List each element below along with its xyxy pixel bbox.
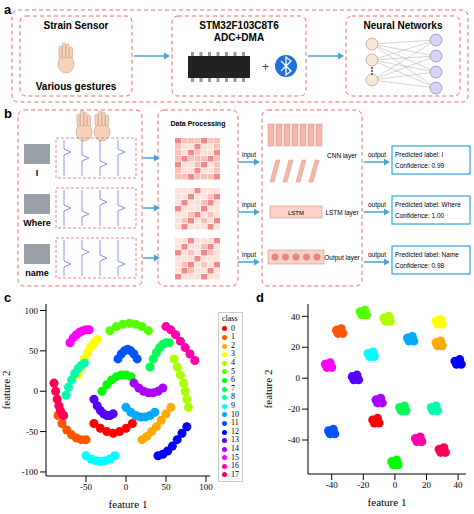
svg-text:40: 40 bbox=[291, 312, 301, 322]
svg-text:LSTM: LSTM bbox=[288, 210, 304, 216]
svg-text:0: 0 bbox=[124, 482, 129, 492]
html-text:7: 7 bbox=[231, 383, 235, 393]
svg-text:Predicted label: Name: Predicted label: Name bbox=[395, 251, 459, 258]
svg-text:100: 100 bbox=[25, 306, 39, 316]
svg-text:Various gestures: Various gestures bbox=[36, 81, 117, 92]
html-text:17: 17 bbox=[231, 469, 239, 479]
svg-text:input: input bbox=[242, 201, 256, 209]
svg-text:name: name bbox=[25, 268, 49, 278]
html-text:15: 15 bbox=[231, 452, 239, 462]
html-text:8: 8 bbox=[231, 392, 235, 402]
html-text:12: 12 bbox=[231, 426, 239, 436]
svg-text:100: 100 bbox=[199, 482, 213, 492]
svg-text:Strain Sensor: Strain Sensor bbox=[43, 20, 108, 31]
svg-text:Confidence: 1.00: Confidence: 1.00 bbox=[395, 212, 445, 219]
svg-text:40: 40 bbox=[454, 480, 464, 490]
svg-text:output: output bbox=[368, 151, 386, 159]
svg-text:0: 0 bbox=[34, 386, 39, 396]
html-text:10: 10 bbox=[231, 409, 239, 419]
html-text:9: 9 bbox=[231, 400, 235, 410]
svg-text:I: I bbox=[36, 168, 39, 178]
svg-text:Predicted label: Where: Predicted label: Where bbox=[395, 201, 461, 208]
svg-text:-40: -40 bbox=[288, 435, 300, 445]
svg-text:input: input bbox=[242, 151, 256, 159]
html-text:1: 1 bbox=[231, 332, 235, 342]
svg-text:feature 2: feature 2 bbox=[262, 370, 274, 409]
html-text:13: 13 bbox=[231, 435, 239, 445]
svg-text:Neural Networks: Neural Networks bbox=[364, 20, 443, 31]
svg-text:-100: -100 bbox=[22, 467, 39, 477]
svg-text:feature 1: feature 1 bbox=[368, 496, 407, 508]
html-text:4: 4 bbox=[231, 358, 235, 367]
html-text:class: class bbox=[222, 314, 238, 323]
svg-text:20: 20 bbox=[291, 342, 301, 352]
html-text:5: 5 bbox=[231, 366, 235, 376]
html-text:14: 14 bbox=[231, 443, 239, 453]
svg-text:-50: -50 bbox=[26, 427, 38, 437]
svg-text:20: 20 bbox=[422, 480, 432, 490]
svg-text:0: 0 bbox=[393, 480, 398, 490]
html-text:11: 11 bbox=[231, 418, 239, 428]
svg-text:Data Processing: Data Processing bbox=[171, 120, 226, 128]
svg-text:50: 50 bbox=[29, 346, 39, 356]
html-text:0: 0 bbox=[231, 323, 235, 333]
html-text:3: 3 bbox=[231, 349, 235, 359]
svg-text:-20: -20 bbox=[357, 480, 369, 490]
svg-text:ADC+DMA: ADC+DMA bbox=[214, 32, 264, 43]
html-text:16: 16 bbox=[231, 461, 239, 471]
svg-text:feature 2: feature 2 bbox=[8, 371, 12, 410]
html-text:6: 6 bbox=[231, 375, 235, 385]
svg-text:Predicted label: I: Predicted label: I bbox=[395, 151, 444, 158]
svg-text:feature 1: feature 1 bbox=[109, 498, 148, 510]
svg-text:Confidence: 0.99: Confidence: 0.99 bbox=[395, 162, 445, 169]
html-text:2: 2 bbox=[231, 340, 235, 350]
svg-text:Where: Where bbox=[23, 218, 51, 228]
svg-text:CNN layer: CNN layer bbox=[327, 152, 358, 160]
svg-text:-50: -50 bbox=[80, 482, 92, 492]
svg-text:a: a bbox=[8, 2, 12, 17]
svg-text:Confidence: 0.98: Confidence: 0.98 bbox=[395, 262, 445, 269]
svg-text:output: output bbox=[368, 201, 386, 209]
svg-text:+: + bbox=[262, 60, 269, 74]
svg-text:input: input bbox=[242, 251, 256, 259]
svg-text:-40: -40 bbox=[326, 480, 338, 490]
svg-text:output: output bbox=[368, 251, 386, 259]
svg-text:LSTM layer: LSTM layer bbox=[325, 209, 359, 217]
html-text:c: c bbox=[4, 290, 12, 305]
html-text:d: d bbox=[256, 290, 264, 305]
svg-text:STM32F103C8T6: STM32F103C8T6 bbox=[199, 20, 279, 31]
svg-text:b: b bbox=[8, 106, 12, 121]
svg-text:0: 0 bbox=[296, 373, 301, 383]
svg-text:50: 50 bbox=[162, 482, 172, 492]
svg-text:-20: -20 bbox=[288, 404, 300, 414]
svg-text:Output layer: Output layer bbox=[324, 254, 360, 262]
